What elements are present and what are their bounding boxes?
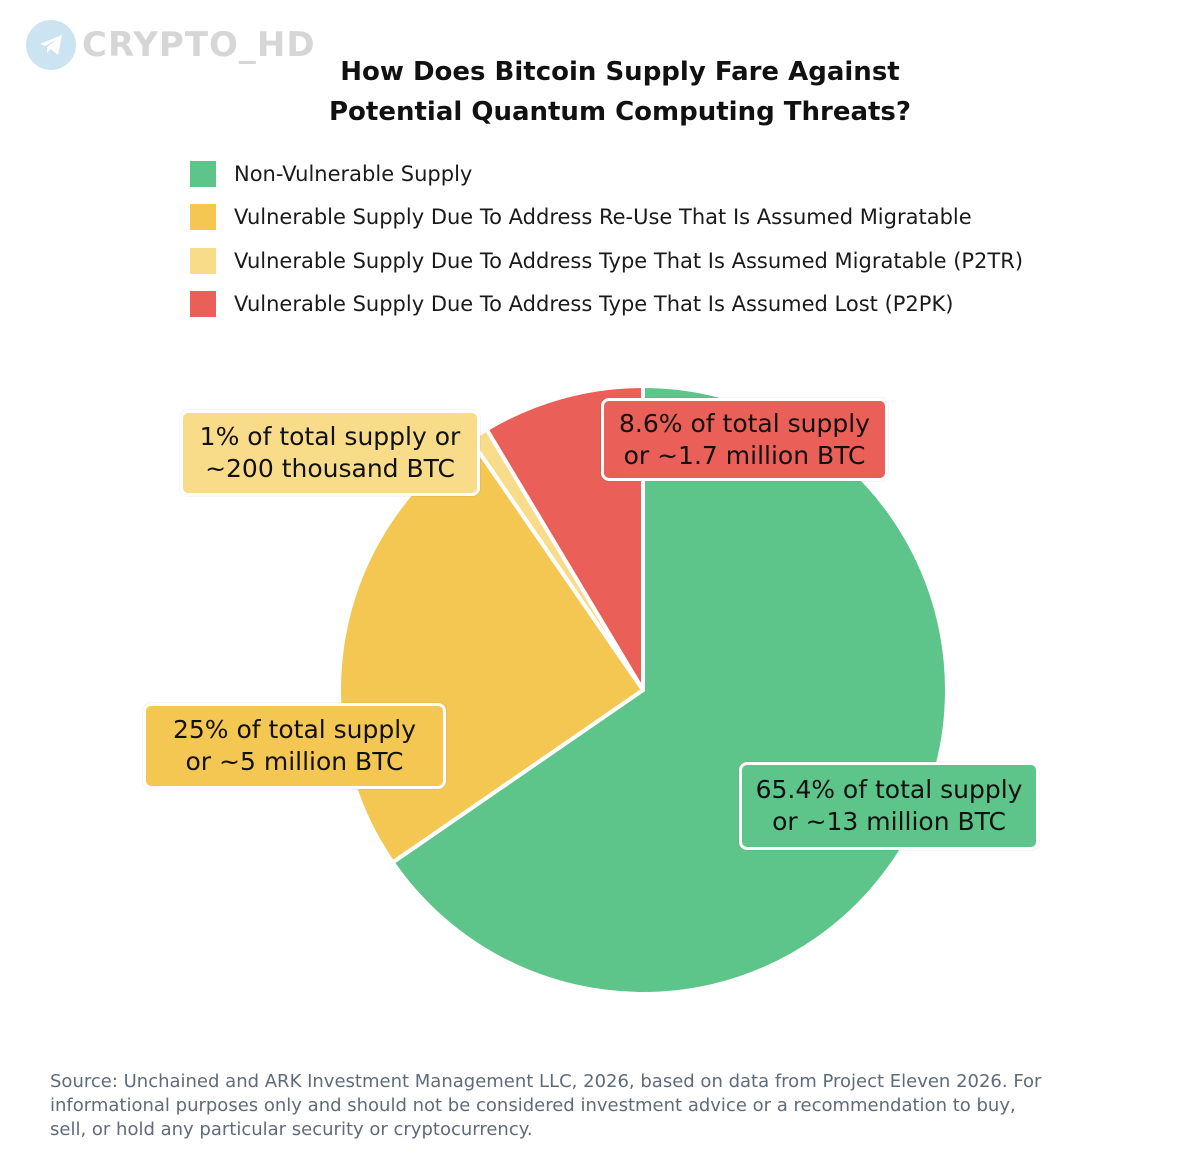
annotation-line: 65.4% of total supply [755,775,1023,804]
annotation-line: 1% of total supply or [199,422,461,451]
legend-swatch-yellow [190,204,216,231]
legend-label: Non-Vulnerable Supply [234,161,473,186]
chart-title-line-2: Potential Quantum Computing Threats? [329,97,911,127]
annotation-p2tr: 1% of total supply or ~200 thousand BTC [180,410,480,496]
chart-legend: Non-Vulnerable Supply Vulnerable Supply … [190,152,1023,326]
annotation-line: or ~5 million BTC [185,747,404,776]
legend-item-p2pk: Vulnerable Supply Due To Address Type Th… [190,283,1023,327]
annotation-line: or ~13 million BTC [772,807,1006,836]
annotation-address-reuse: 25% of total supply or ~5 million BTC [143,703,446,789]
legend-swatch-red [190,291,216,318]
watermark-text: CRYPTO_HD [82,25,316,65]
legend-label: Vulnerable Supply Due To Address Type Th… [234,248,1024,273]
legend-label: Vulnerable Supply Due To Address Type Th… [234,292,954,317]
legend-item-non-vulnerable: Non-Vulnerable Supply [190,152,1023,196]
legend-item-p2tr: Vulnerable Supply Due To Address Type Th… [190,239,1023,283]
watermark: CRYPTO_HD [26,20,316,70]
telegram-icon [26,20,76,70]
chart-title: How Does Bitcoin Supply Fare Against Pot… [0,52,1200,132]
footnote-line: Source: Unchained and ARK Investment Man… [50,1071,1042,1092]
annotation-line: ~200 thousand BTC [205,454,455,483]
legend-label: Vulnerable Supply Due To Address Re-Use … [234,205,972,230]
annotation-line: 8.6% of total supply [619,408,870,438]
legend-swatch-light-yellow [190,247,216,274]
source-footnote: Source: Unchained and ARK Investment Man… [50,1070,1160,1142]
legend-swatch-green [190,160,216,187]
annotation-p2pk: 8.6% of total supply or ~1.7 million BTC [601,398,888,481]
legend-item-address-reuse: Vulnerable Supply Due To Address Re-Use … [190,196,1023,240]
annotation-line: or ~1.7 million BTC [623,440,866,470]
footnote-line: sell, or hold any particular security or… [50,1119,533,1140]
chart-title-line-1: How Does Bitcoin Supply Fare Against [340,57,900,87]
annotation-non-vulnerable: 65.4% of total supply or ~13 million BTC [739,762,1039,850]
footnote-line: informational purposes only and should n… [50,1095,1016,1116]
annotation-line: 25% of total supply [172,715,417,744]
